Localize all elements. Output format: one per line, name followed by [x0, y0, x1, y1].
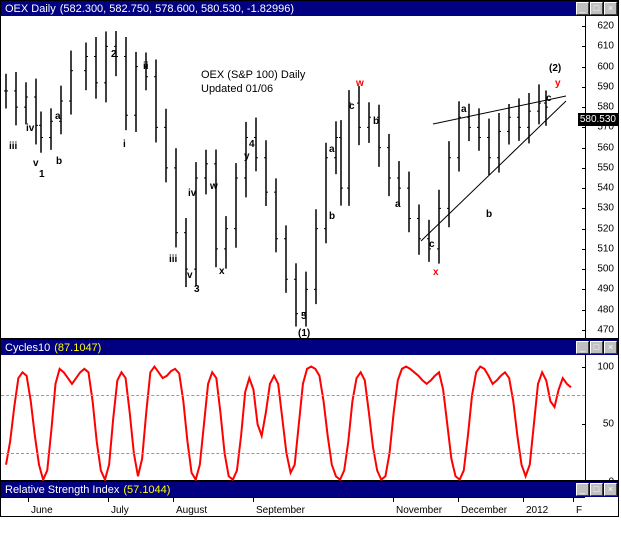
price-chart-area: OEX (S&P 100) Daily Updated 01/06 470480…: [1, 16, 618, 338]
rsi-value: (57.1044): [123, 484, 170, 496]
cycles-panel: Cycles10 (87.1047) _ □ × 050100: [0, 339, 619, 481]
ytick-label: 550: [597, 162, 614, 173]
ytick-label: 560: [597, 142, 614, 153]
price-titlebar: OEX Daily (582.300, 582.750, 578.600, 58…: [1, 1, 618, 16]
wave-label: w: [210, 181, 218, 192]
ytick-label: 510: [597, 243, 614, 254]
ytick-label: 500: [597, 264, 614, 275]
wave-label: x: [433, 267, 439, 278]
cycles-value: (87.1047): [54, 342, 101, 354]
wave-label: 5: [301, 311, 307, 322]
wave-label: a: [55, 111, 61, 122]
window-buttons: _ □ ×: [575, 483, 617, 496]
cycles-titlebar: Cycles10 (87.1047) _ □ ×: [1, 340, 618, 355]
time-xaxis: June July August September November December 2…: [1, 497, 585, 517]
wave-label: 4: [249, 139, 255, 150]
wave-label: iii: [169, 254, 177, 265]
cycles-title: Cycles10: [5, 342, 50, 354]
wave-label: b: [373, 116, 379, 127]
wave-label: x: [219, 266, 225, 277]
ytick-label: 580: [597, 102, 614, 113]
xtick-label: September: [256, 505, 305, 516]
ytick-label: 540: [597, 183, 614, 194]
wave-label: y: [555, 78, 561, 89]
xtick-label: August: [176, 505, 207, 516]
cycles-chart-area: 050100: [1, 355, 618, 480]
wave-label: b: [329, 211, 335, 222]
wave-label: v: [187, 270, 193, 281]
wave-label: v: [33, 158, 39, 169]
wave-label: c: [546, 93, 552, 104]
rsi-chart-area: June July August September November December 2…: [1, 497, 618, 516]
price-panel: OEX Daily (582.300, 582.750, 578.600, 58…: [0, 0, 619, 339]
close-button[interactable]: ×: [604, 2, 617, 15]
price-yaxis: 4704804905005105205305405505605705805906…: [585, 16, 618, 338]
ytick-label: 600: [597, 61, 614, 72]
price-ohlc: (582.300, 582.750, 578.600, 580.530, -1.…: [60, 3, 294, 15]
wave-label: b: [486, 209, 492, 220]
wave-label: 3: [194, 284, 200, 295]
wave-label: ii: [143, 61, 149, 72]
ytick-label: 100: [597, 361, 614, 372]
wave-label: 1: [39, 169, 45, 180]
wave-label: y: [244, 151, 250, 162]
cycles-gridline-75: [1, 395, 585, 396]
ytick-label: 520: [597, 223, 614, 234]
wave-label: (2): [549, 63, 561, 74]
maximize-button[interactable]: □: [590, 483, 603, 496]
ytick-label: 470: [597, 324, 614, 335]
price-candlesticks: [1, 16, 586, 340]
xtick-label: 2012: [526, 505, 548, 516]
rsi-titlebar: Relative Strength Index (57.1044) _ □ ×: [1, 482, 618, 497]
price-title: OEX Daily: [5, 3, 56, 15]
ytick-label: 490: [597, 284, 614, 295]
rsi-title: Relative Strength Index: [5, 484, 119, 496]
wave-label: a: [329, 144, 335, 155]
rsi-panel: Relative Strength Index (57.1044) _ □ × …: [0, 481, 619, 517]
minimize-button[interactable]: _: [576, 2, 589, 15]
ytick-label: 50: [603, 419, 614, 430]
cycles-line: [1, 355, 586, 482]
wave-label: iv: [188, 188, 196, 199]
xtick-label: November: [396, 505, 442, 516]
maximize-button[interactable]: □: [590, 341, 603, 354]
wave-label: c: [349, 101, 355, 112]
wave-label: iv: [26, 123, 34, 134]
ytick-label: 610: [597, 41, 614, 52]
ytick-label: 590: [597, 81, 614, 92]
wave-label: iii: [9, 141, 17, 152]
ytick-label: 530: [597, 203, 614, 214]
wave-label: a: [461, 104, 467, 115]
minimize-button[interactable]: _: [576, 483, 589, 496]
last-price-tag: 580.530: [578, 113, 618, 126]
wave-label: w: [356, 78, 364, 89]
close-button[interactable]: ×: [604, 341, 617, 354]
xtick-label: June: [31, 505, 53, 516]
ytick-label: 480: [597, 304, 614, 315]
wave-label: (1): [298, 328, 310, 339]
wave-label: a: [395, 199, 401, 210]
minimize-button[interactable]: _: [576, 341, 589, 354]
window-buttons: _ □ ×: [575, 341, 617, 354]
wave-label: 2: [111, 49, 117, 60]
xtick-label: July: [111, 505, 129, 516]
wave-label: i: [123, 139, 126, 150]
close-button[interactable]: ×: [604, 483, 617, 496]
xtick-label: F: [576, 505, 582, 516]
wave-label: b: [56, 156, 62, 167]
xtick-label: December: [461, 505, 507, 516]
cycles-gridline-25: [1, 453, 585, 454]
maximize-button[interactable]: □: [590, 2, 603, 15]
wave-label: c: [429, 239, 435, 250]
ytick-label: 620: [597, 21, 614, 32]
cycles-yaxis: 050100: [585, 355, 618, 480]
window-buttons: _ □ ×: [575, 2, 617, 15]
